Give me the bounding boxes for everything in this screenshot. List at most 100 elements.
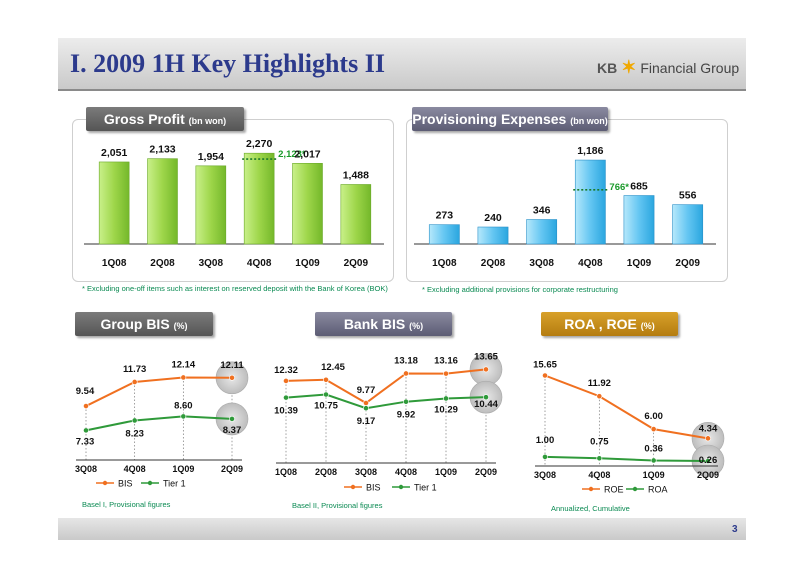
group_bis-data-label: 9.54 (76, 386, 95, 397)
roa-roe-title: ROA , ROE (564, 316, 637, 332)
roa_roe-point (650, 457, 657, 464)
bank_bis-legend-marker (350, 484, 356, 490)
roa-roe-unit: (%) (640, 321, 655, 331)
gross_profit-value-label: 2,017 (294, 148, 320, 160)
group_bis-legend-marker (102, 480, 108, 486)
provisioning-value-label: 556 (679, 190, 697, 202)
bank_bis-data-label: 10.44 (474, 399, 498, 410)
bank_bis-point (363, 405, 369, 412)
roa_roe-point (542, 453, 548, 460)
group_bis-point (131, 417, 138, 424)
roa-roe-footnote: Annualized, Cumulative (551, 504, 630, 513)
bank-bis-label: Bank BIS (%) (315, 312, 452, 336)
provisioning-value-label: 346 (533, 205, 551, 217)
provisioning-tick-label: 4Q08 (578, 258, 603, 269)
group_bis-data-label: 8.37 (223, 425, 242, 436)
roa_roe-line-roa (544, 455, 709, 462)
gross_profit-value-label: 2,133 (149, 144, 175, 156)
bank_bis-data-label: 10.39 (274, 406, 298, 417)
gross_profit-value-label: 1,954 (198, 151, 224, 163)
gross-profit-label: Gross Profit (bn won) (86, 107, 244, 131)
roa_roe-tick-label: 3Q08 (534, 470, 556, 480)
group_bis-point (229, 416, 235, 422)
roa_roe-legend-label: ROE (604, 485, 624, 495)
company-logo: KB ✶ Financial Group (597, 57, 739, 78)
bank_bis-legend-label: BIS (366, 483, 381, 493)
roa_roe-tick-label: 2Q09 (697, 470, 719, 480)
provisioning-unit: (bn won) (570, 116, 608, 126)
gross_profit-tick-label: 2Q08 (150, 258, 175, 269)
gross_profit-bar (147, 158, 178, 245)
provisioning-tick-label: 2Q08 (481, 258, 506, 269)
bank_bis-point (323, 376, 329, 383)
bank_bis-line-bis (285, 368, 487, 405)
gross_profit-annotation-label: 2,123* (278, 149, 306, 160)
gross_profit-tick-label: 1Q09 (295, 258, 320, 269)
roa_roe-legend-marker (632, 486, 638, 492)
group-bis-title: Group BIS (100, 316, 170, 332)
bank_bis-tick-label: 1Q08 (275, 467, 297, 477)
provisioning-label: Provisioning Expenses (bn won) (412, 107, 608, 131)
provisioning-annotation-label: 766* (609, 182, 629, 193)
page-number: 3 (732, 524, 738, 535)
group_bis-legend-label: Tier 1 (163, 479, 186, 489)
group_bis-point (83, 403, 89, 409)
bank_bis-data-label: 9.17 (357, 416, 376, 427)
provisioning-panel (406, 119, 728, 282)
roa_roe-data-label: 0.75 (590, 436, 609, 447)
footer-bar (58, 518, 746, 540)
gross_profit-bar (195, 165, 227, 245)
roa_roe-tick-label: 4Q08 (588, 470, 610, 480)
provisioning-value-label: 1,186 (577, 145, 603, 157)
group_bis-data-label: 8.60 (174, 400, 193, 411)
roa_roe-data-label: 0.26 (699, 455, 718, 466)
group_bis-tick-label: 4Q08 (124, 464, 146, 474)
provisioning-footnote: * Excluding additional provisions for co… (422, 285, 618, 294)
provisioning-value-label: 273 (436, 210, 454, 222)
bank_bis-data-label: 9.92 (397, 410, 416, 421)
roa_roe-line-roe (544, 374, 709, 440)
roa_roe-data-label: 11.92 (588, 378, 611, 389)
bank_bis-data-label: 13.65 (474, 351, 498, 362)
group_bis-point (131, 379, 138, 385)
group_bis-point (180, 413, 187, 420)
gross_profit-value-label: 2,051 (101, 147, 127, 159)
provisioning-bar (428, 224, 460, 245)
provisioning-bar (672, 204, 704, 245)
group_bis-point (180, 374, 187, 381)
roa_roe-data-label: 0.36 (644, 443, 663, 454)
roa_roe-data-label: 4.34 (699, 423, 718, 434)
gross_profit-value-label: 2,270 (246, 138, 272, 150)
roa_roe-point (596, 455, 603, 462)
group_bis-point (83, 427, 89, 434)
gross_profit-bar (292, 163, 323, 245)
bank_bis-point (403, 370, 409, 377)
page-title: I. 2009 1H Key Highlights II (70, 49, 385, 78)
group_bis-data-label: 12.14 (171, 359, 195, 370)
provisioning-tick-label: 3Q08 (529, 258, 554, 269)
roa_roe-data-label: 1.00 (536, 435, 555, 446)
bank_bis-tick-label: 3Q08 (355, 467, 377, 477)
bank_bis-tick-label: 2Q09 (475, 467, 497, 477)
provisioning-value-label: 240 (484, 212, 502, 224)
logo-group-text: Financial Group (640, 60, 740, 76)
bank_bis-tick-label: 2Q08 (315, 467, 337, 477)
bank_bis-tick-label: 1Q09 (435, 467, 457, 477)
provisioning-tick-label: 2Q09 (675, 258, 700, 269)
bank_bis-data-label: 13.16 (434, 356, 458, 367)
star-logo-icon: ✶ (621, 57, 637, 77)
roa_roe-legend-marker (588, 486, 594, 492)
gross_profit-tick-label: 4Q08 (247, 258, 272, 269)
gross_profit-value-label: 1,488 (343, 169, 369, 181)
bank_bis-data-label: 10.29 (434, 404, 458, 415)
roa_roe-data-label: 15.65 (533, 360, 557, 371)
gross-profit-footnote: * Excluding one-off items such as intere… (82, 284, 388, 293)
provisioning-bar (477, 226, 509, 245)
bank_bis-data-label: 9.77 (357, 385, 376, 396)
roa_roe-point (705, 435, 711, 442)
bank_bis-point (363, 400, 369, 406)
header-divider (58, 89, 746, 91)
provisioning-tick-label: 1Q09 (627, 258, 652, 269)
bank_bis-point (443, 370, 449, 377)
